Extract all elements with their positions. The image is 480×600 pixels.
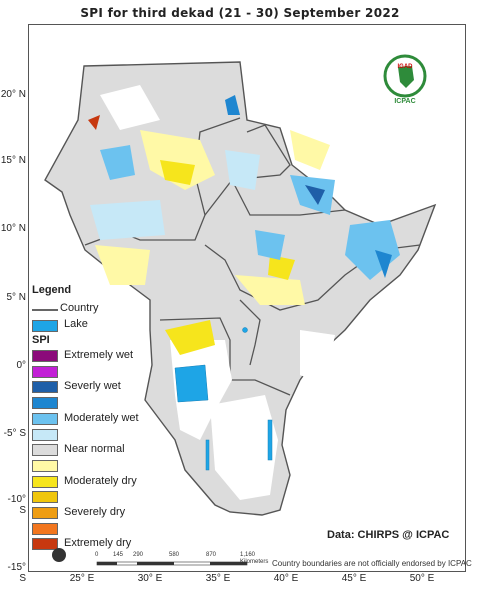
spi-swatch [32,522,58,535]
y-tick-10n: 10° N [0,223,26,234]
dry-patches [95,130,330,355]
y-tick-15s: -15° S [7,562,26,584]
spi-class-label: Moderately wet [64,411,139,424]
legend-country-label: Country [60,302,99,314]
lakes [174,327,273,471]
spi-class-label: Extremely wet [64,349,134,361]
spi-class-label: Near normal [64,443,125,456]
scale-tick-870: 870 [206,552,217,558]
spi-swatch [32,365,58,378]
north-arrow-icon [52,548,66,562]
country-line-icon [32,309,58,311]
y-tick-15n: 15° N [0,155,26,166]
dry-speck [88,115,100,130]
scale-tick-145: 145 [113,552,124,558]
spi-swatch [32,507,58,519]
logo-igad-text: IGAD [397,64,413,70]
y-tick-20n: 20° N [0,89,26,100]
scale-unit: Kilometers [240,559,269,565]
data-credit: Data: CHIRPS @ ICPAC [327,529,450,541]
y-tick-10s: -10° S [7,494,26,516]
x-tick-30e: 30° E [137,573,163,584]
x-tick-45e: 45° E [341,573,367,584]
x-tick-40e: 40° E [273,573,299,584]
spi-swatch [32,444,58,457]
lake-swatch [32,320,58,332]
spi-swatch [32,350,58,362]
logo-icpac-text: ICPAC [394,98,416,105]
scale-tick-1160: 1,160 [240,552,256,558]
spi-swatch [32,381,58,394]
legend-title: Legend [32,284,72,296]
map-legend: Legend Country Lake SPI Extremely wet Sev… [32,284,182,551]
x-tick-25e: 25° E [69,573,95,584]
x-tick-50e: 50° E [409,573,435,584]
wet-patches [90,95,400,280]
spi-swatch [32,459,58,472]
spi-swatch [32,475,58,488]
scale-bar-graphic [96,561,248,566]
disclaimer-text: Country boundaries are not officially en… [272,559,472,568]
spi-class-label: Severly wet [64,380,121,393]
spi-class-label: Severely dry [64,506,126,518]
legend-lake-label: Lake [64,318,88,330]
icpac-logo: IGAD ICPAC [376,52,434,110]
spi-swatch [32,491,58,504]
y-tick-0: 0° [16,360,26,371]
spi-class-label: Extremely dry [64,537,132,550]
scale-tick-0: 0 [95,552,99,558]
spi-title: SPI [32,334,50,346]
scale-tick-290: 290 [133,552,144,558]
spi-class-label: Moderately dry [64,474,137,487]
spi-swatch [32,397,58,410]
scale-tick-580: 580 [169,552,180,558]
spi-swatch [32,412,58,425]
y-tick-5n: 5° N [6,292,26,303]
spi-swatch [32,428,58,441]
map-title: SPI for third dekad (21 - 30) September … [80,6,400,20]
y-tick-5s: -5° S [3,428,26,439]
spi-swatch [32,538,58,551]
x-tick-35e: 35° E [205,573,231,584]
